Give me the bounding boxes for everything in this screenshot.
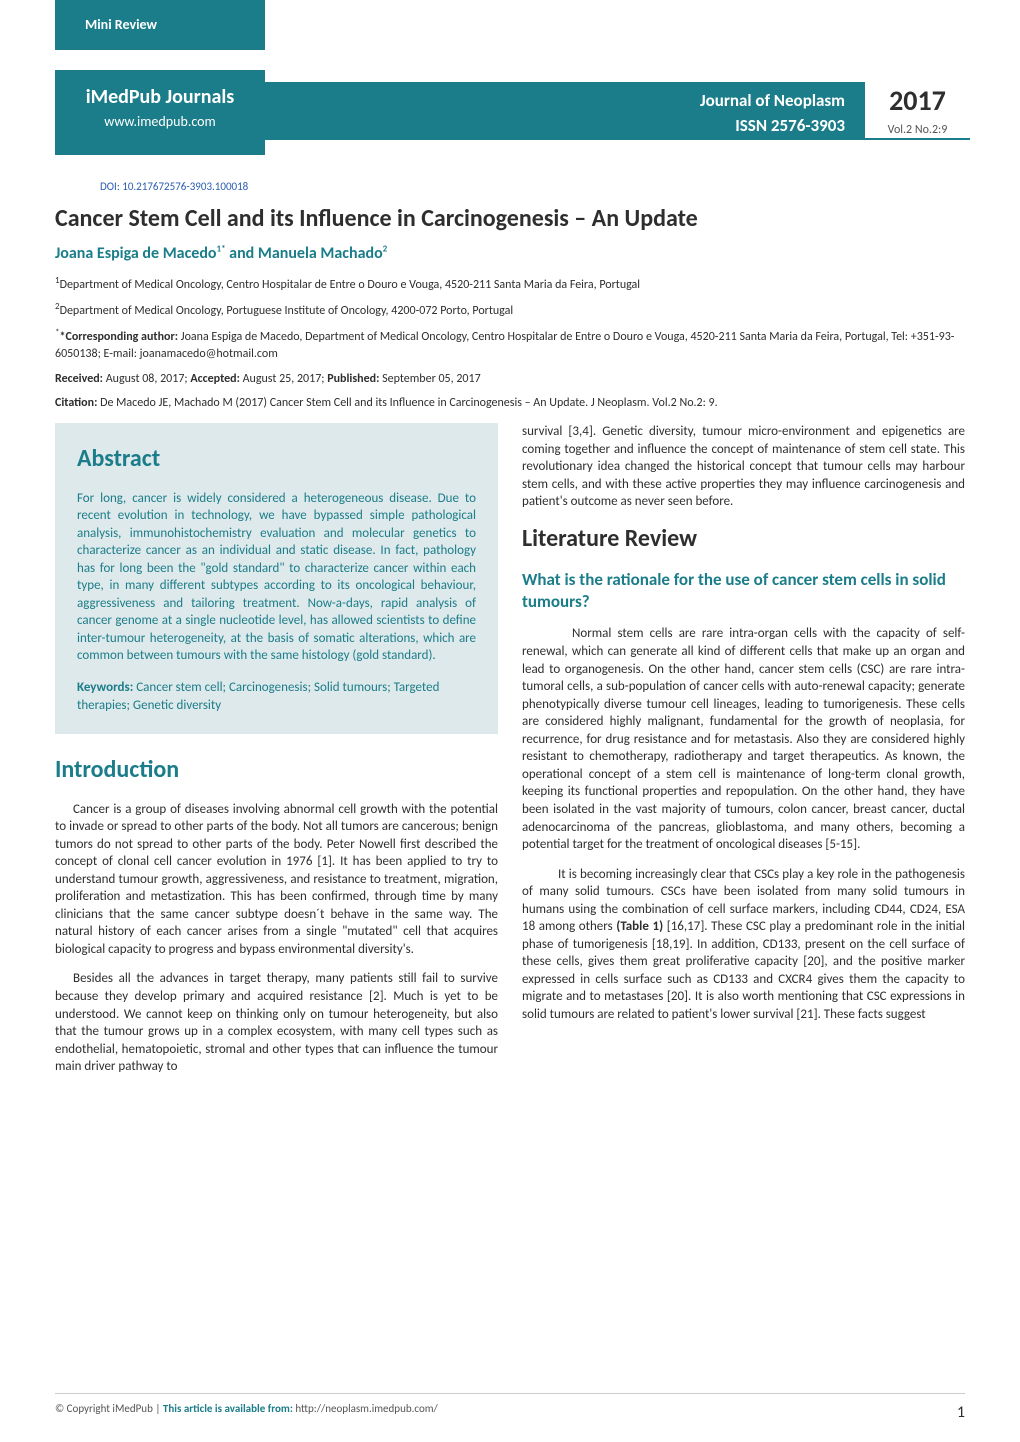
right-column: survival [3,4]. Genetic diversity, tumou… [522,423,965,1088]
citation-text: De Macedo JE, Machado M (2017) Cancer St… [97,396,717,410]
affiliation-1: 1Department of Medical Oncology, Centro … [55,275,965,293]
two-column-body: Abstract For long, cancer is widely cons… [55,423,965,1088]
mini-review-label: Mini Review [85,16,157,33]
corresponding-text: Joana Espiga de Macedo, Department of Me… [55,330,954,361]
right-top-paragraph: survival [3,4]. Genetic diversity, tumou… [522,423,965,511]
footer-left: © Copyright iMedPub | This article is av… [55,1402,438,1424]
subsection-rationale: What is the rationale for the use of can… [522,569,965,613]
volume-issue: Vol.2 No.2:9 [865,122,970,138]
corresponding-label: *Corresponding author: [59,330,178,344]
intro-paragraph-1: Cancer is a group of diseases involving … [55,801,498,959]
availability-url[interactable]: http://neoplasm.imedpub.com/ [293,1402,438,1415]
accepted-label: Accepted: [190,372,240,386]
page-footer: © Copyright iMedPub | This article is av… [55,1393,965,1424]
publisher-box: iMedPub Journals www.imedpub.com [55,70,265,155]
publisher-url[interactable]: www.imedpub.com [73,113,247,132]
dates-line: Received: August 08, 2017; Accepted: Aug… [55,371,965,387]
doi-link[interactable]: DOI: 10.217672576-3903.100018 [100,180,965,195]
published-date: September 05, 2017 [379,372,480,386]
intro-paragraph-2: Besides all the advances in target thera… [55,970,498,1075]
page-number: 1 [957,1402,965,1424]
received-label: Received: [55,372,103,386]
literature-review-heading: Literature Review [522,523,965,555]
abstract-box: Abstract For long, cancer is widely cons… [55,423,498,734]
issn-label: ISSN 2576-3903 [285,115,845,138]
accepted-date: August 25, 2017; [240,372,327,386]
keywords-line: Keywords: Cancer stem cell; Carcinogenes… [77,679,476,714]
year-box: 2017 Vol.2 No.2:9 [865,82,970,138]
keywords-label: Keywords: [77,680,133,695]
author-names: Joana Espiga de Macedo1* and Manuela Mac… [55,244,387,263]
mini-review-badge: Mini Review [55,0,265,50]
litreview-paragraph-2: It is becoming increasingly clear that C… [522,866,965,1024]
article-title: Cancer Stem Cell and its Influence in Ca… [55,203,965,235]
left-column: Abstract For long, cancer is widely cons… [55,423,498,1088]
introduction-heading: Introduction [55,754,498,786]
citation-line: Citation: De Macedo JE, Machado M (2017)… [55,395,965,411]
copyright-text: © Copyright iMedPub | [55,1402,163,1415]
abstract-body: For long, cancer is widely considered a … [77,490,476,665]
divider-bar [265,138,970,140]
published-label: Published: [327,372,379,386]
journal-name: Journal of Neoplasm [285,90,845,113]
table-1-reference: (Table 1) [616,919,663,934]
publisher-name: iMedPub Journals [73,84,247,111]
litreview-paragraph-1: Normal stem cells are rare intra-organ c… [522,625,965,853]
received-date: August 08, 2017; [103,372,190,386]
citation-label: Citation: [55,396,97,410]
affiliation-2: 2Department of Medical Oncology, Portugu… [55,301,965,319]
publication-year: 2017 [865,82,970,120]
journal-name-box: Journal of Neoplasm ISSN 2576-3903 [265,82,865,140]
availability-label: This article is available from: [163,1402,293,1415]
abstract-heading: Abstract [77,443,476,475]
header-region: Mini Review iMedPub Journals www.imedpub… [0,0,1020,180]
corresponding-author: **Corresponding author: Joana Espiga de … [55,327,965,363]
authors-line: Joana Espiga de Macedo1* and Manuela Mac… [55,243,965,265]
litreview-p2-post: [16,17]. These CSC play a predominant ro… [522,919,965,1022]
